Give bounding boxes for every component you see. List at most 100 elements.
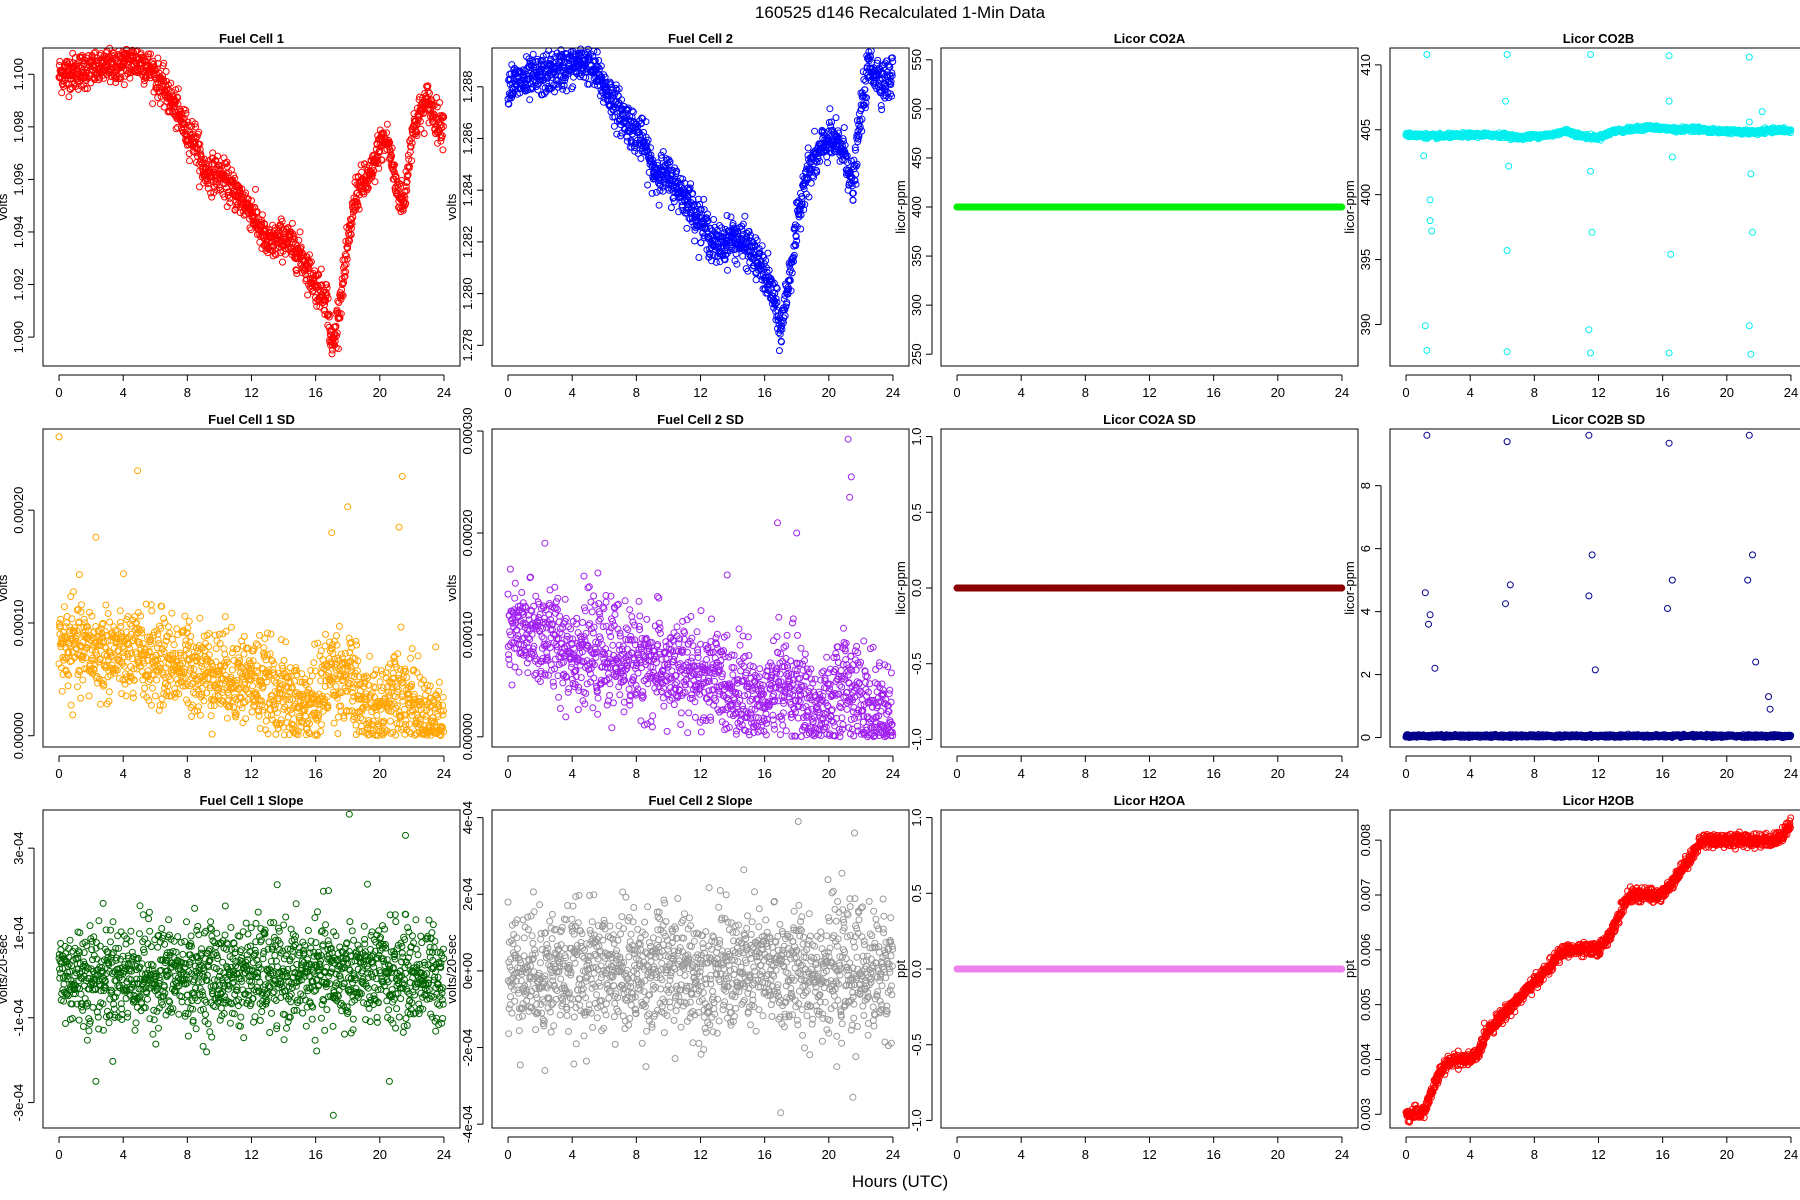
x-tick-label: 16 — [1206, 385, 1220, 400]
y-axis-label: volts — [0, 193, 10, 220]
x-tick-label: 0 — [504, 385, 511, 400]
data-point — [825, 160, 831, 166]
y-tick-label: 400 — [909, 196, 924, 218]
x-tick-label: 0 — [953, 385, 960, 400]
data-point — [649, 190, 655, 196]
data-point — [688, 181, 694, 187]
x-tick-label: 24 — [886, 385, 900, 400]
data-point — [705, 211, 711, 217]
y-tick-label: 1.096 — [11, 163, 26, 196]
x-tick-label: 12 — [244, 385, 258, 400]
y-tick-label: 350 — [909, 245, 924, 267]
data-point — [594, 49, 600, 55]
chart-panels: Fuel Cell 10 4 8 12 16 20 241.0901.0921.0941.0… — [0, 31, 1800, 1162]
y-tick-label: 1.100 — [11, 58, 26, 91]
data-point — [645, 182, 651, 188]
y-tick-label: 1.090 — [11, 321, 26, 354]
x-tick-label: 8 — [633, 385, 640, 400]
data-point — [805, 145, 811, 151]
y-tick-label: 1.280 — [460, 277, 475, 310]
data-point — [150, 101, 156, 107]
data-point — [121, 82, 127, 88]
chart-panel: Licor CO2B0 4 8 12 16 20 24390395400405410lico… — [1342, 31, 1800, 400]
data-point — [372, 179, 378, 185]
data-point — [297, 229, 303, 235]
x-tick-label: 20 — [822, 385, 836, 400]
data-point — [155, 55, 161, 61]
data-points — [954, 204, 1345, 210]
data-point — [725, 267, 731, 273]
x-tick-label: 16 — [308, 385, 322, 400]
data-point — [724, 213, 730, 219]
data-point — [289, 220, 295, 226]
data-points — [505, 46, 896, 354]
data-point — [890, 59, 896, 65]
data-point — [833, 115, 839, 121]
data-point — [187, 158, 193, 164]
data-points — [56, 45, 447, 357]
y-tick-label: 1.288 — [460, 71, 475, 104]
data-point — [335, 346, 341, 352]
data-point — [841, 125, 847, 131]
chart-panel: Fuel Cell 20 4 8 12 16 20 241.2781.2801.2821.2… — [444, 31, 909, 400]
data-point — [776, 348, 782, 354]
x-tick-label: 12 — [693, 385, 707, 400]
data-point — [824, 154, 830, 160]
data-point — [638, 156, 644, 162]
data-point — [656, 202, 662, 208]
data-point — [812, 128, 818, 134]
x-tick-label: 0 — [55, 385, 62, 400]
data-point — [318, 266, 324, 272]
data-point — [692, 238, 698, 244]
figure-x-label: Hours (UTC) — [852, 1172, 948, 1191]
data-point — [732, 258, 738, 264]
y-tick-label: 1.098 — [11, 111, 26, 144]
data-points — [1403, 52, 1794, 358]
data-point — [782, 313, 788, 319]
data-point — [280, 259, 286, 265]
panel-title: Fuel Cell 1 — [219, 31, 284, 46]
data-point — [696, 255, 702, 261]
data-point — [734, 261, 740, 267]
data-point — [728, 214, 734, 220]
data-point — [440, 147, 446, 153]
data-point — [570, 84, 576, 90]
x-tick-label: 16 — [757, 385, 771, 400]
y-tick-label: 1.286 — [460, 122, 475, 155]
data-point — [66, 94, 72, 100]
data-point — [808, 180, 814, 186]
data-point — [530, 51, 536, 57]
x-tick-label: 8 — [184, 385, 191, 400]
y-tick-label: 1.094 — [11, 216, 26, 249]
y-axis-label: licor-ppm — [893, 180, 908, 233]
panel-title: Licor CO2B — [1563, 31, 1635, 46]
data-point — [163, 69, 169, 75]
y-tick-label: 250 — [909, 343, 924, 365]
data-point — [571, 74, 577, 80]
x-tick-label: 8 — [1082, 385, 1089, 400]
y-tick-label: 1.284 — [460, 174, 475, 207]
x-tick-label: 20 — [373, 385, 387, 400]
x-tick-label: 4 — [569, 385, 576, 400]
chart-panel: Fuel Cell 10 4 8 12 16 20 241.0901.0921.0941.0… — [0, 31, 460, 400]
data-point — [668, 205, 674, 211]
panel-title: Licor CO2A — [1114, 31, 1186, 46]
x-tick-label: 24 — [437, 385, 451, 400]
data-point — [384, 121, 390, 127]
y-tick-label: 550 — [909, 49, 924, 71]
data-point — [742, 213, 748, 219]
data-point — [59, 90, 65, 96]
panel-title: Fuel Cell 2 — [668, 31, 733, 46]
data-point — [765, 250, 771, 256]
y-tick-label: 1.282 — [460, 226, 475, 259]
x-tick-label: 4 — [120, 385, 127, 400]
data-point — [879, 107, 885, 113]
y-tick-label: 450 — [909, 147, 924, 169]
data-point — [827, 106, 833, 112]
x-tick-label: 12 — [1142, 385, 1156, 400]
data-point — [653, 189, 659, 195]
x-tick-label: 20 — [1271, 385, 1285, 400]
data-point — [527, 97, 533, 103]
data-point — [684, 225, 690, 231]
